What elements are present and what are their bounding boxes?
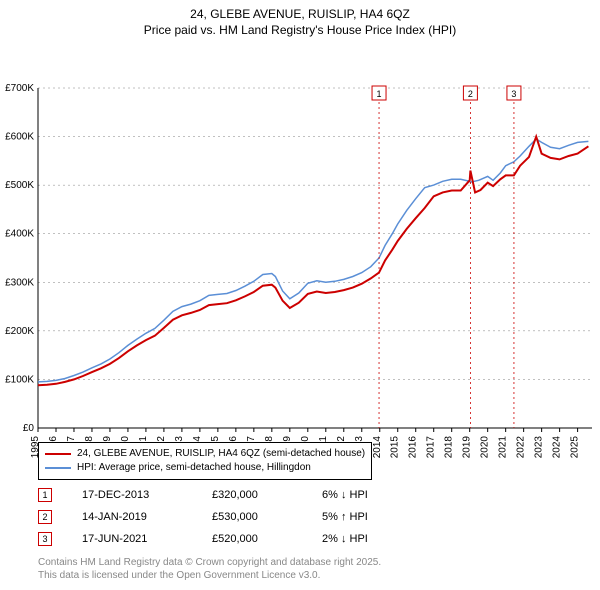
transaction-date: 14-JAN-2019 (82, 511, 182, 523)
svg-text:2022: 2022 (516, 436, 527, 459)
svg-text:2014: 2014 (372, 436, 383, 459)
transactions-table: 1 17-DEC-2013 £320,000 6% ↓ HPI 2 14-JAN-2019… (38, 484, 412, 550)
svg-text:£400K: £400K (5, 229, 34, 240)
svg-text:2020: 2020 (480, 436, 491, 459)
title-line2: Price paid vs. HM Land Registry's House … (0, 22, 600, 38)
footer-line1: Contains HM Land Registry data © Crown c… (38, 556, 381, 569)
svg-text:£300K: £300K (5, 278, 34, 289)
svg-text:1: 1 (377, 89, 382, 99)
svg-text:£0: £0 (23, 423, 35, 434)
transaction-marker: 3 (38, 532, 52, 546)
transaction-price: £530,000 (212, 511, 292, 523)
transaction-row: 3 17-JUN-2021 £520,000 2% ↓ HPI (38, 528, 412, 550)
svg-text:£700K: £700K (5, 83, 34, 94)
transaction-marker: 2 (38, 510, 52, 524)
chart-title-block: 24, GLEBE AVENUE, RUISLIP, HA4 6QZ Price… (0, 0, 600, 38)
svg-text:3: 3 (511, 89, 516, 99)
svg-text:£100K: £100K (5, 375, 34, 386)
svg-text:2015: 2015 (390, 436, 401, 459)
svg-text:£200K: £200K (5, 326, 34, 337)
transaction-hpi-delta: 2% ↓ HPI (322, 533, 412, 545)
svg-text:£600K: £600K (5, 132, 34, 143)
legend-swatch (45, 467, 71, 469)
transaction-row: 2 14-JAN-2019 £530,000 5% ↑ HPI (38, 506, 412, 528)
svg-text:2023: 2023 (534, 436, 545, 459)
footer-line2: This data is licensed under the Open Gov… (38, 569, 381, 582)
svg-text:2025: 2025 (570, 436, 581, 459)
legend-item: HPI: Average price, semi-detached house,… (45, 461, 365, 475)
transaction-marker: 1 (38, 488, 52, 502)
svg-text:2024: 2024 (552, 436, 563, 459)
footer-attribution: Contains HM Land Registry data © Crown c… (38, 556, 381, 582)
legend-swatch (45, 453, 71, 455)
price-chart: £0£100K£200K£300K£400K£500K£600K£700K199… (0, 38, 600, 478)
title-line1: 24, GLEBE AVENUE, RUISLIP, HA4 6QZ (0, 6, 600, 22)
legend-label: 24, GLEBE AVENUE, RUISLIP, HA4 6QZ (semi… (77, 447, 365, 461)
svg-text:2017: 2017 (426, 436, 437, 459)
transaction-date: 17-DEC-2013 (82, 489, 182, 501)
svg-text:2018: 2018 (444, 436, 455, 459)
svg-text:2: 2 (468, 89, 473, 99)
transaction-hpi-delta: 5% ↑ HPI (322, 511, 412, 523)
legend-label: HPI: Average price, semi-detached house,… (77, 461, 311, 475)
svg-text:£500K: £500K (5, 181, 34, 192)
transaction-hpi-delta: 6% ↓ HPI (322, 489, 412, 501)
legend-item: 24, GLEBE AVENUE, RUISLIP, HA4 6QZ (semi… (45, 447, 365, 461)
chart-legend: 24, GLEBE AVENUE, RUISLIP, HA4 6QZ (semi… (38, 442, 372, 480)
svg-text:2016: 2016 (408, 436, 419, 459)
transaction-row: 1 17-DEC-2013 £320,000 6% ↓ HPI (38, 484, 412, 506)
transaction-price: £520,000 (212, 533, 292, 545)
svg-text:2021: 2021 (498, 436, 509, 459)
transaction-date: 17-JUN-2021 (82, 533, 182, 545)
svg-text:2019: 2019 (462, 436, 473, 459)
transaction-price: £320,000 (212, 489, 292, 501)
